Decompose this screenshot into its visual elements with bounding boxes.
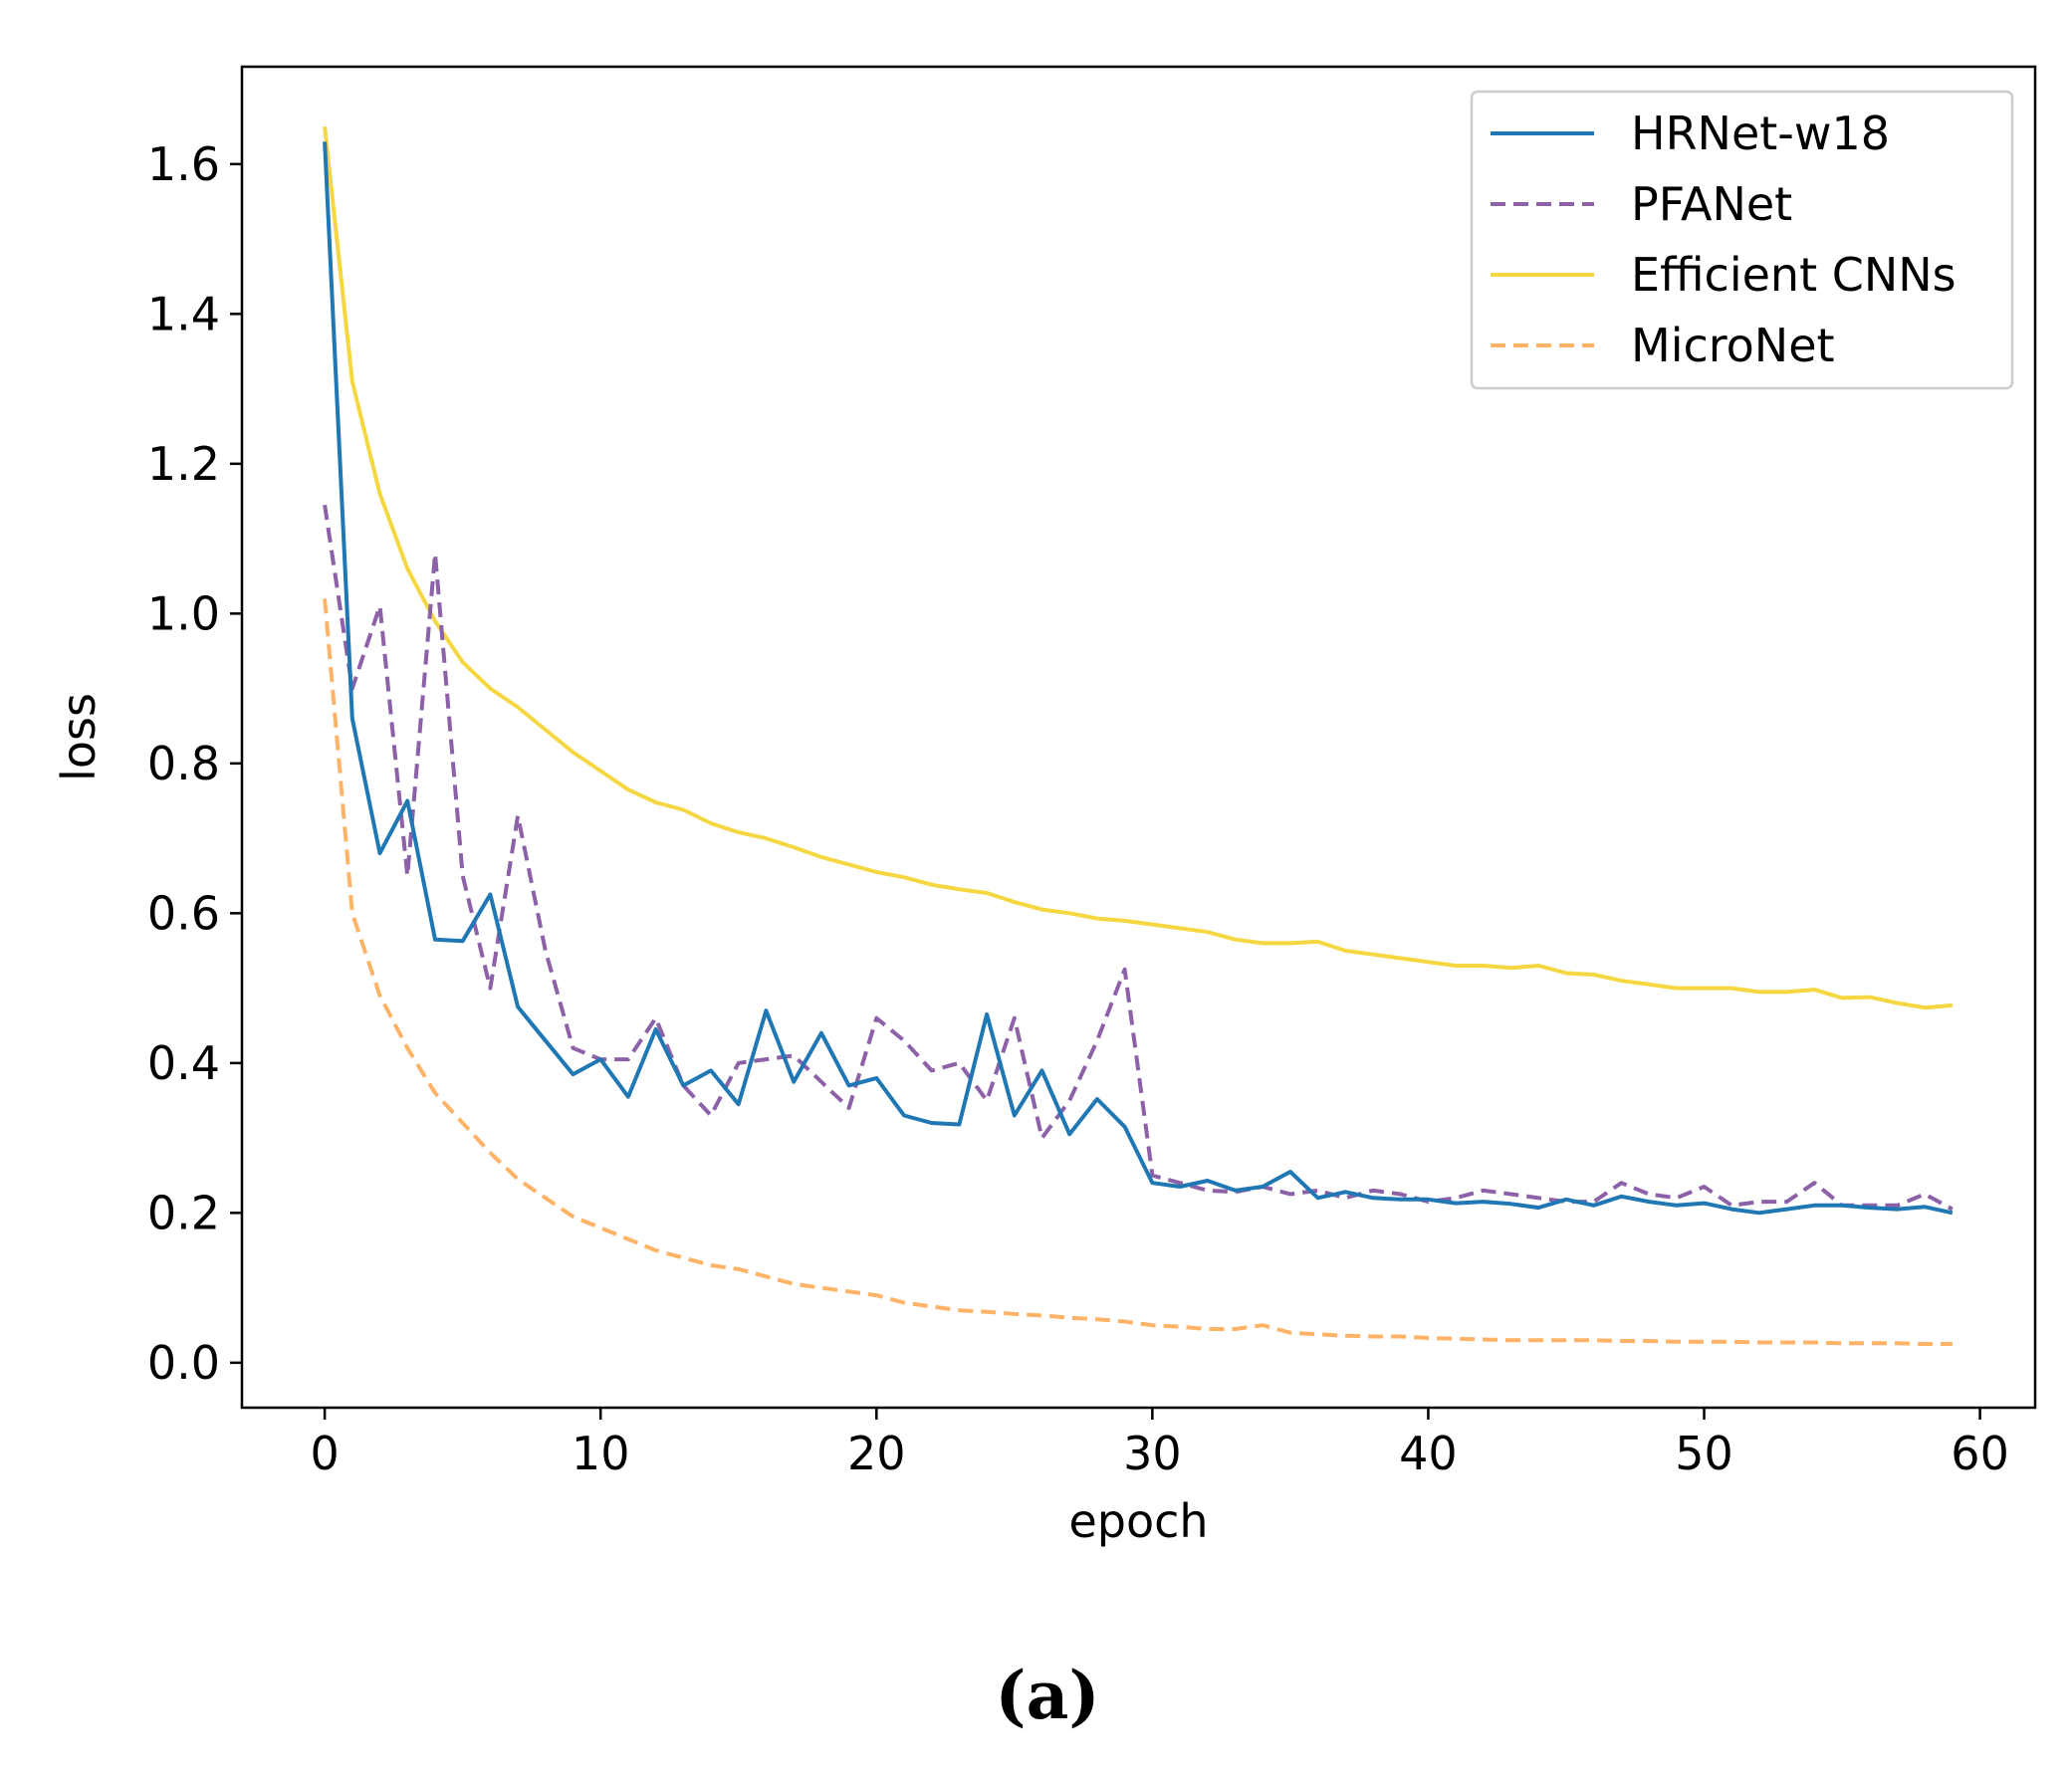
y-tick-label: 1.4 xyxy=(147,287,220,340)
legend-label: MicroNet xyxy=(1631,319,1835,372)
legend-box xyxy=(1470,90,2014,390)
legend-label: Efficient CNNs xyxy=(1631,248,1957,302)
x-tick-label: 0 xyxy=(310,1427,339,1480)
y-tick-label: 0.4 xyxy=(147,1036,220,1090)
x-tick-label: 30 xyxy=(1123,1427,1182,1480)
y-tick-label: 1.2 xyxy=(147,437,220,491)
x-tick-label: 20 xyxy=(847,1427,906,1480)
x-axis-label: epoch xyxy=(1068,1494,1208,1548)
y-tick-label: 0.8 xyxy=(147,737,220,790)
x-axis: 0 10 20 30 40 50 60 xyxy=(310,1408,2009,1480)
x-tick-label: 60 xyxy=(1951,1427,2009,1480)
y-axis-label: loss xyxy=(52,693,106,781)
y-tick-label: 0.0 xyxy=(147,1336,220,1390)
plot-frame xyxy=(240,65,2037,1410)
plot-area xyxy=(323,125,1954,1346)
series-line-pfanet xyxy=(323,504,1954,1212)
legend: HRNet-w18 PFANet Efficient CNNs MicroNet xyxy=(1470,90,2014,390)
y-tick-label: 0.2 xyxy=(147,1186,220,1239)
series-line-hrnet-w18 xyxy=(323,141,1954,1216)
y-tick-label: 1.6 xyxy=(147,137,220,191)
figure-caption: (a) xyxy=(995,1657,1099,1734)
y-tick-label: 1.0 xyxy=(147,586,220,640)
x-tick-label: 40 xyxy=(1399,1427,1458,1480)
y-tick-label: 0.6 xyxy=(147,886,220,940)
legend-label: PFANet xyxy=(1631,177,1792,231)
series-line-efficient-cnns xyxy=(323,125,1954,1010)
y-axis: 0.0 0.2 0.4 0.6 0.8 1.0 1.2 1.4 1.6 xyxy=(147,137,242,1390)
x-tick-label: 10 xyxy=(572,1427,630,1480)
x-tick-label: 50 xyxy=(1675,1427,1733,1480)
legend-label: HRNet-w18 xyxy=(1631,107,1890,160)
